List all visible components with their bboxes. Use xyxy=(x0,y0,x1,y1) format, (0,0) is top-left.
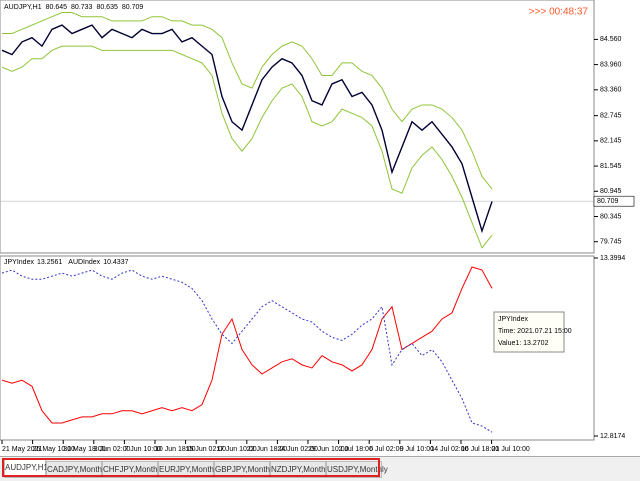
y-tick-label: 84.560 xyxy=(600,36,622,43)
x-tick-label: 24 Jun 02:00 xyxy=(277,446,318,453)
tooltip-time: Time: 2021.07.21 15:00 xyxy=(498,328,572,335)
tab[interactable]: CADJPY,Monthly xyxy=(46,461,108,478)
series-line xyxy=(2,12,493,190)
x-tick-label: 26 May 10:00 xyxy=(33,446,76,453)
x-tick-label: 9 Jul 10:00 xyxy=(400,446,434,453)
x-tick-label: 2 Jul 18:00 xyxy=(339,446,373,453)
symbol-title: AUDJPY,H1 xyxy=(4,4,42,11)
y-tick-label: 82.745 xyxy=(600,112,622,119)
tab[interactable]: NZDJPY,Monthly xyxy=(270,461,331,478)
tooltip-value: Value1: 13.2702 xyxy=(498,340,549,347)
chart: >>> 00:48:37 JPYIndex Time: 2021.07.21 1… xyxy=(0,0,635,453)
timer: >>> 00:48:37 xyxy=(529,7,589,18)
tooltip xyxy=(493,311,565,353)
x-tick-label: 3 Jun 02:00 xyxy=(94,446,131,453)
series-line xyxy=(1,45,493,249)
y-tick-label: 79.745 xyxy=(600,239,622,246)
tab-bar: AUDJPY,H1 CADJPY,Monthly CHFJPY,Monthly EUR… xyxy=(0,456,640,481)
series-line xyxy=(1,269,493,433)
x-tick-label: 10 Jun 18:00 xyxy=(155,446,196,453)
y-tick-label: 82.145 xyxy=(600,138,622,145)
y-tick-label: 13.3994 xyxy=(600,255,625,262)
legend-value: 10.4337 xyxy=(103,259,128,266)
x-tick-label: 14 Jul 02:00 xyxy=(430,446,468,453)
series-line xyxy=(1,24,493,234)
x-tick-label: 21 May 2021 xyxy=(2,446,43,453)
tab[interactable]: EURJPY,Monthly xyxy=(158,461,220,478)
current-price-box xyxy=(593,195,635,207)
y-tick-label: 80.945 xyxy=(600,188,622,195)
y-tick-label: 80.345 xyxy=(600,213,622,220)
y-tick-label: 83.960 xyxy=(600,61,622,68)
x-tick-label: 31 May 18:00 xyxy=(63,446,106,453)
x-tick-label: 7 Jun 10:00 xyxy=(124,446,161,453)
x-tick-label: 17 Jun 10:00 xyxy=(216,446,257,453)
legend-value: 13.2561 xyxy=(37,259,62,266)
highlight-box xyxy=(2,458,380,477)
tab[interactable]: GBPJPY,Monthly xyxy=(214,461,276,478)
ohlc-value: 80.635 xyxy=(96,4,118,11)
tab[interactable]: USDJPY,Monthly xyxy=(326,461,388,478)
x-tick-label: 15 Jun 02:00 xyxy=(186,446,227,453)
y-tick-label: 83.360 xyxy=(600,87,622,94)
x-tick-label: 22 Jun 18:00 xyxy=(247,446,288,453)
x-tick-label: 16 Jul 18:00 xyxy=(461,446,499,453)
legend-name: JPYIndex xyxy=(4,259,34,266)
x-tick-label: 21 Jul 10:00 xyxy=(492,446,530,453)
x-tick-label: 6 Jul 02:00 xyxy=(369,446,403,453)
y-tick-label: 81.545 xyxy=(600,163,622,170)
y-tick-label: 12.8174 xyxy=(600,433,625,440)
current-price-label: 80.709 xyxy=(597,198,619,205)
legend-name: AUDIndex xyxy=(68,259,100,266)
ohlc-value: 80.645 xyxy=(46,4,68,11)
tab[interactable]: CHFJPY,Monthly xyxy=(102,461,163,478)
x-tick-label: 29 Jun 10:00 xyxy=(308,446,349,453)
ohlc-value: 80.733 xyxy=(71,4,93,11)
ohlc-value: 80.709 xyxy=(122,4,144,11)
price-pane xyxy=(0,0,595,254)
tooltip-title: JPYIndex xyxy=(498,316,528,323)
